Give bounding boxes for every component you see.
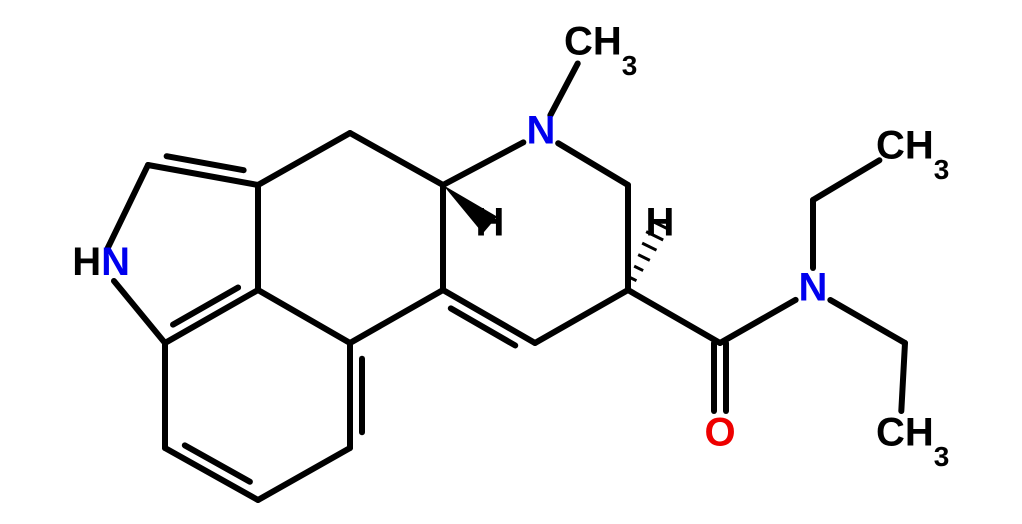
molecule-diagram: HNNCH3ONCH3CH3HH <box>0 0 1022 524</box>
atom-label: H <box>646 201 675 245</box>
atom-label: HN <box>72 240 130 284</box>
canvas-bg <box>0 0 1022 524</box>
atom-label: N <box>799 266 828 310</box>
atom-label: O <box>704 411 735 455</box>
atom-label: H <box>476 201 505 245</box>
bond <box>901 343 905 411</box>
atom-label: N <box>527 109 556 153</box>
